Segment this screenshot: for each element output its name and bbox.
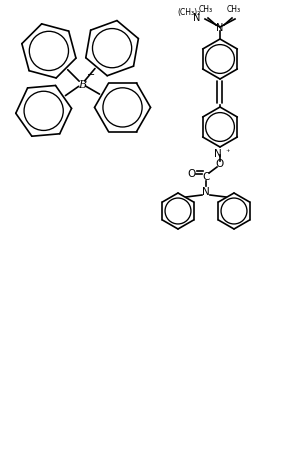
Text: N: N [216, 23, 224, 33]
Text: −: − [87, 70, 95, 80]
Text: CH₃: CH₃ [227, 5, 241, 14]
Text: B: B [78, 80, 86, 90]
Text: (CH₃)₂: (CH₃)₂ [177, 7, 201, 17]
Text: O: O [216, 159, 224, 168]
Text: O: O [188, 168, 196, 179]
Text: ⁺: ⁺ [225, 148, 229, 157]
Text: C: C [202, 172, 210, 182]
Text: N: N [193, 13, 201, 23]
Text: N: N [214, 149, 222, 159]
Text: CH₃: CH₃ [199, 5, 213, 14]
Text: N: N [202, 187, 210, 196]
